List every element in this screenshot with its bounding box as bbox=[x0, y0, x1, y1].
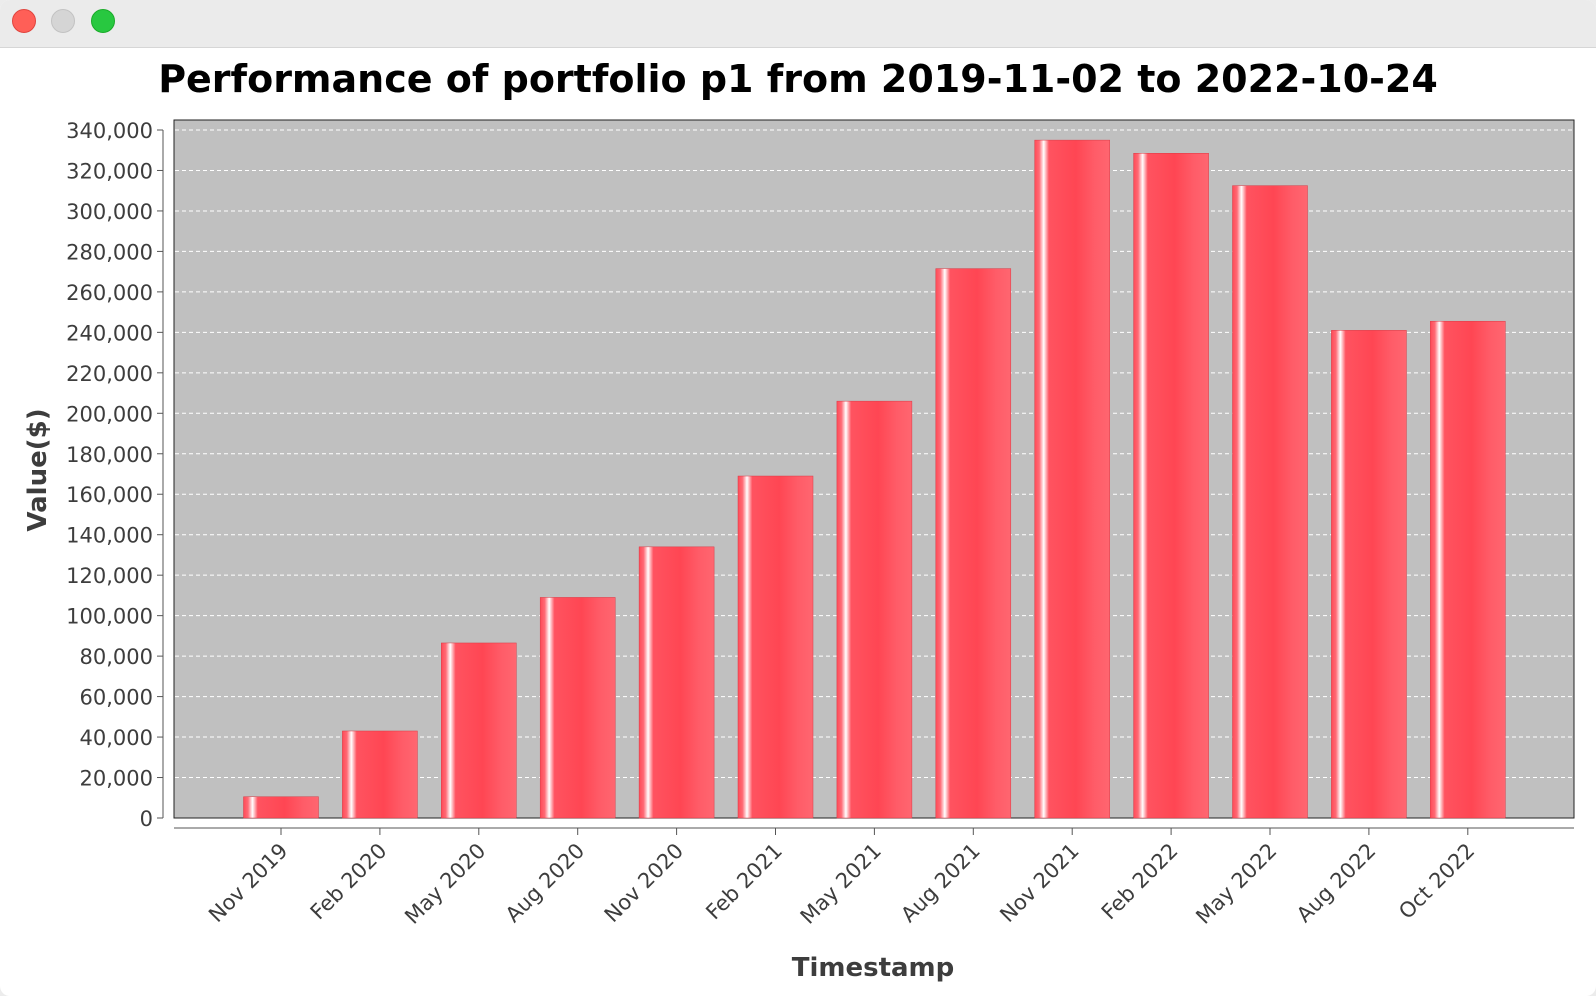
y-tick-label: 80,000 bbox=[80, 645, 153, 669]
x-tick-label: May 2021 bbox=[796, 839, 886, 929]
y-tick-label: 240,000 bbox=[66, 321, 153, 345]
y-axis: 0 20,000 40,000 60,000 80,000 100,000 120,000 1… bbox=[66, 119, 164, 831]
bar bbox=[441, 642, 517, 819]
x-tick-label: Nov 2020 bbox=[600, 839, 688, 927]
bars-group bbox=[243, 139, 1506, 819]
y-tick-label: 280,000 bbox=[66, 240, 153, 264]
bar bbox=[342, 730, 418, 819]
bar bbox=[1133, 153, 1209, 819]
x-tick-label: Aug 2022 bbox=[1292, 839, 1380, 927]
x-tick-label: Feb 2021 bbox=[701, 839, 787, 925]
bar-chart: Performance of portfolio p1 from 2019-11… bbox=[23, 57, 1575, 983]
y-tick-label: 180,000 bbox=[66, 443, 153, 467]
y-tick-label: 320,000 bbox=[66, 159, 153, 183]
bar bbox=[1430, 320, 1506, 819]
y-tick-label: 120,000 bbox=[66, 564, 153, 588]
y-tick-label: 140,000 bbox=[66, 524, 153, 548]
y-tick-label: 260,000 bbox=[66, 281, 153, 305]
bar bbox=[836, 400, 913, 819]
y-tick-label: 40,000 bbox=[80, 726, 153, 750]
bar bbox=[935, 268, 1012, 819]
bar bbox=[1232, 185, 1308, 819]
minimize-window-button[interactable] bbox=[51, 9, 75, 33]
y-tick-label: 160,000 bbox=[66, 483, 153, 507]
x-tick-label: Oct 2022 bbox=[1394, 839, 1479, 924]
x-tick-label: Nov 2019 bbox=[204, 839, 292, 927]
x-axis: Nov 2019 Feb 2020 May 2020 Aug 2020 Nov 2020… bbox=[174, 827, 1574, 929]
bar bbox=[1331, 330, 1407, 819]
x-tick-label: Aug 2020 bbox=[501, 839, 589, 927]
y-axis-title: Value($) bbox=[23, 408, 53, 531]
bar bbox=[539, 597, 616, 819]
y-tick-label: 340,000 bbox=[66, 119, 153, 143]
x-tick-label: Nov 2021 bbox=[995, 839, 1083, 927]
y-tick-label: 60,000 bbox=[80, 686, 153, 710]
y-tick-label: 300,000 bbox=[66, 200, 153, 224]
y-tick-label: 100,000 bbox=[66, 605, 153, 629]
y-tick-label: 200,000 bbox=[66, 402, 153, 426]
chart-title: Performance of portfolio p1 from 2019-11… bbox=[158, 57, 1438, 101]
close-window-button[interactable] bbox=[12, 9, 36, 33]
y-tick-label: 220,000 bbox=[66, 362, 153, 386]
x-tick-label: Feb 2022 bbox=[1097, 839, 1183, 925]
x-tick-label: May 2020 bbox=[400, 839, 490, 929]
x-axis-title: Timestamp bbox=[792, 953, 955, 983]
window-titlebar bbox=[0, 0, 1596, 48]
bar bbox=[638, 546, 715, 819]
maximize-window-button[interactable] bbox=[91, 9, 115, 33]
y-tick-label: 0 bbox=[140, 807, 153, 831]
bar bbox=[737, 475, 814, 819]
bar bbox=[1034, 139, 1110, 819]
bar bbox=[243, 796, 319, 819]
x-tick-label: Aug 2021 bbox=[896, 839, 984, 927]
x-tick-label: Feb 2020 bbox=[306, 839, 392, 925]
x-tick-label: May 2022 bbox=[1191, 839, 1281, 929]
y-tick-label: 20,000 bbox=[80, 767, 153, 791]
